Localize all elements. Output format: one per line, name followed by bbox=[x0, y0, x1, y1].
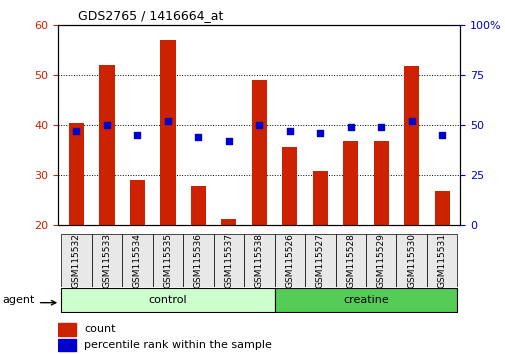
Text: control: control bbox=[148, 295, 187, 305]
Bar bbox=[58, 323, 76, 336]
Point bbox=[407, 118, 415, 124]
Text: GDS2765 / 1416664_at: GDS2765 / 1416664_at bbox=[78, 9, 223, 22]
Bar bbox=[312, 171, 327, 225]
Bar bbox=[426, 234, 457, 287]
Point bbox=[437, 132, 445, 138]
Bar bbox=[221, 219, 236, 225]
Bar bbox=[282, 147, 297, 225]
Point bbox=[376, 124, 384, 130]
Bar bbox=[61, 234, 91, 287]
Bar bbox=[365, 234, 396, 287]
Text: GSM115534: GSM115534 bbox=[133, 233, 141, 288]
Bar bbox=[183, 234, 213, 287]
Bar bbox=[213, 234, 243, 287]
Bar bbox=[153, 234, 183, 287]
Bar bbox=[396, 234, 426, 287]
Text: GSM115532: GSM115532 bbox=[72, 233, 81, 288]
Bar bbox=[61, 288, 274, 312]
Bar bbox=[305, 234, 335, 287]
Text: agent: agent bbox=[3, 295, 35, 305]
Bar bbox=[243, 234, 274, 287]
Point bbox=[285, 128, 293, 133]
Bar bbox=[274, 288, 457, 312]
Text: GSM115538: GSM115538 bbox=[255, 233, 263, 288]
Bar bbox=[434, 191, 449, 225]
Bar bbox=[99, 65, 114, 225]
Bar bbox=[190, 186, 206, 225]
Text: GSM115529: GSM115529 bbox=[376, 233, 385, 288]
Text: percentile rank within the sample: percentile rank within the sample bbox=[84, 340, 272, 350]
Text: GSM115526: GSM115526 bbox=[285, 233, 294, 288]
Text: GSM115531: GSM115531 bbox=[437, 233, 446, 288]
Bar bbox=[342, 141, 358, 225]
Text: GSM115537: GSM115537 bbox=[224, 233, 233, 288]
Text: GSM115536: GSM115536 bbox=[193, 233, 203, 288]
Bar bbox=[122, 234, 153, 287]
Text: creatine: creatine bbox=[342, 295, 388, 305]
Text: GSM115535: GSM115535 bbox=[163, 233, 172, 288]
Point bbox=[103, 122, 111, 127]
Bar bbox=[160, 40, 175, 225]
Point bbox=[133, 132, 141, 138]
Point bbox=[346, 124, 354, 130]
Bar bbox=[251, 80, 267, 225]
Point bbox=[164, 118, 172, 124]
Text: GSM115528: GSM115528 bbox=[345, 233, 355, 288]
Bar bbox=[274, 234, 305, 287]
Text: GSM115533: GSM115533 bbox=[102, 233, 111, 288]
Point bbox=[194, 134, 202, 139]
Bar bbox=[403, 66, 419, 225]
Bar bbox=[373, 141, 388, 225]
Bar bbox=[335, 234, 365, 287]
Point bbox=[224, 138, 232, 144]
Bar bbox=[69, 123, 84, 225]
Bar bbox=[130, 180, 145, 225]
Bar bbox=[58, 338, 76, 351]
Text: GSM115527: GSM115527 bbox=[315, 233, 324, 288]
Point bbox=[255, 122, 263, 127]
Point bbox=[72, 128, 80, 133]
Text: GSM115530: GSM115530 bbox=[407, 233, 416, 288]
Text: count: count bbox=[84, 324, 116, 334]
Bar bbox=[91, 234, 122, 287]
Point bbox=[316, 130, 324, 136]
